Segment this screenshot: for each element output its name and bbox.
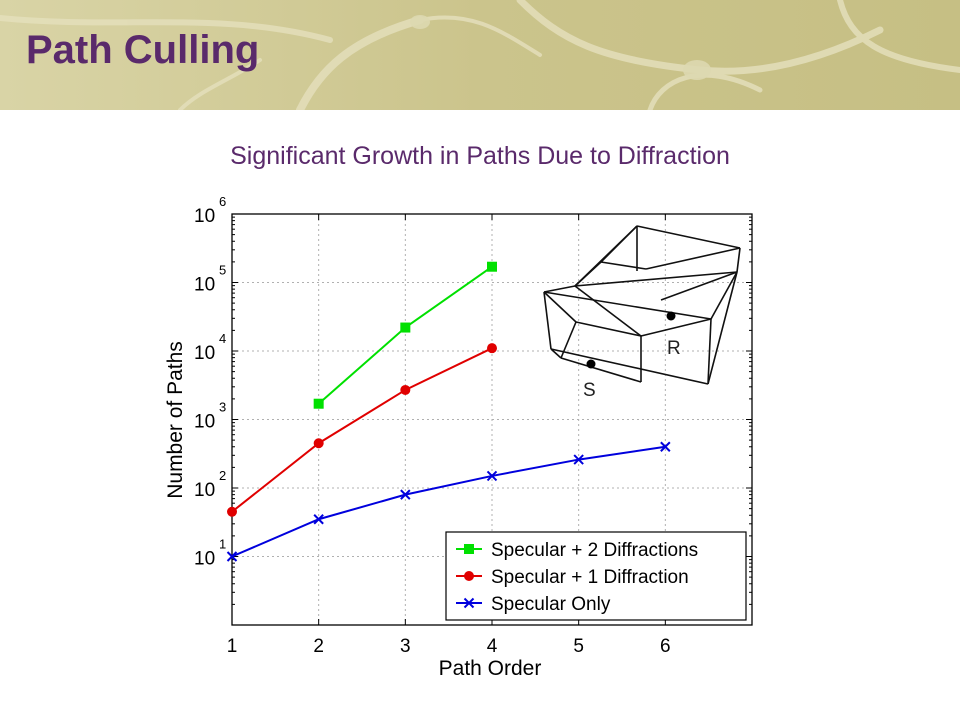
x-tick-label: 4	[487, 636, 498, 657]
inset-edge	[543, 291, 712, 320]
x-marker	[573, 454, 584, 465]
source-dot	[586, 359, 596, 369]
legend-label: Specular + 2 Diffractions	[491, 540, 698, 561]
inset-edge	[560, 357, 642, 383]
legend-label: Specular Only	[491, 594, 611, 615]
y-axis-ticks: 10 1 10 2 10 3 10 4 10 5 10 6	[194, 194, 752, 605]
x-marker	[313, 514, 324, 525]
y-tick-exponent: 6	[219, 194, 226, 209]
x-marker	[660, 441, 671, 452]
inset-edge	[645, 247, 741, 270]
series-line	[231, 445, 666, 558]
chart-title: Significant Growth in Paths Due to Diffr…	[0, 142, 960, 171]
circle-marker	[464, 571, 474, 581]
y-tick-base: 10	[194, 480, 215, 501]
circle-marker	[313, 438, 324, 449]
series-1	[313, 261, 497, 409]
y-tick-base: 10	[194, 549, 215, 570]
series-3	[226, 441, 671, 562]
series-line	[231, 347, 493, 513]
square-marker	[464, 544, 474, 554]
square-marker	[313, 398, 324, 409]
inset-edge	[543, 291, 552, 350]
x-marker	[400, 489, 411, 500]
title-banner: Path Culling	[0, 0, 960, 110]
x-tick-label: 6	[660, 636, 671, 657]
y-tick-base: 10	[194, 343, 215, 364]
legend-entry: Specular + 1 Diffraction	[456, 567, 689, 588]
legend: Specular + 2 Diffractions Specular + 1 Di…	[445, 531, 747, 621]
x-tick-label: 5	[573, 636, 584, 657]
circle-marker	[227, 506, 237, 517]
slide-title: Path Culling	[26, 28, 260, 72]
x-marker	[226, 551, 238, 562]
y-tick-base: 10	[194, 206, 215, 227]
x-axis-ticks: 1 2 3 4 5 6	[227, 214, 671, 657]
x-axis-label: Path Order	[439, 657, 542, 680]
legend-entry: Specular Only	[456, 594, 611, 615]
y-axis-label: Number of Paths	[164, 341, 187, 499]
y-tick-exponent: 2	[219, 468, 226, 483]
inset-edge	[710, 271, 738, 320]
y-tick-label: 10 1	[194, 537, 226, 570]
chart-title-text: Significant Growth in Paths Due to Diffr…	[230, 142, 730, 170]
y-tick-label: 10 3	[194, 400, 226, 433]
y-tick-exponent: 4	[219, 331, 226, 346]
x-marker	[463, 597, 475, 609]
inset-edge	[574, 285, 642, 337]
inset-edge	[660, 271, 738, 301]
series-2	[227, 343, 497, 517]
geometry-inset: RS	[543, 225, 741, 401]
circle-marker	[487, 343, 497, 354]
inset-edge	[543, 285, 576, 293]
inset-edge	[640, 318, 712, 337]
inset-edge	[550, 348, 562, 359]
series-layer	[226, 261, 671, 562]
y-tick-label: 10 5	[194, 263, 226, 296]
y-tick-label: 10 4	[194, 331, 226, 364]
receiver-dot	[666, 311, 676, 321]
banner-background	[0, 0, 960, 110]
legend-entry: Specular + 2 Diffractions	[456, 540, 698, 561]
inset-edge	[600, 261, 647, 270]
x-tick-label: 3	[400, 636, 411, 657]
x-marker	[486, 470, 498, 482]
y-tick-label: 10 6	[194, 194, 226, 227]
y-tick-exponent: 1	[219, 537, 226, 552]
inset-edge	[550, 348, 709, 385]
y-tick-label: 10 2	[194, 468, 226, 501]
inset-edge	[736, 247, 741, 273]
circle-marker	[400, 384, 411, 395]
inset-edge	[575, 321, 642, 337]
source-label: S	[583, 380, 596, 401]
legend-label: Specular + 1 Diffraction	[491, 567, 689, 588]
square-marker	[487, 261, 497, 272]
legend-box	[445, 531, 747, 621]
inset-edge	[600, 225, 638, 263]
y-tick-base: 10	[194, 275, 215, 296]
inset-edge	[707, 318, 712, 385]
y-tick-exponent: 5	[219, 263, 226, 278]
y-tick-base: 10	[194, 412, 215, 433]
x-tick-label: 1	[227, 636, 238, 657]
inset-edge	[543, 291, 577, 323]
inset-edge	[574, 261, 602, 287]
inset-edge	[636, 225, 741, 249]
y-tick-exponent: 3	[219, 400, 226, 415]
inset-edge	[707, 271, 738, 385]
inset-edge	[560, 321, 577, 359]
inset-edge	[574, 271, 738, 287]
x-tick-label: 2	[313, 636, 324, 657]
receiver-label: R	[667, 338, 681, 359]
square-marker	[400, 322, 411, 333]
